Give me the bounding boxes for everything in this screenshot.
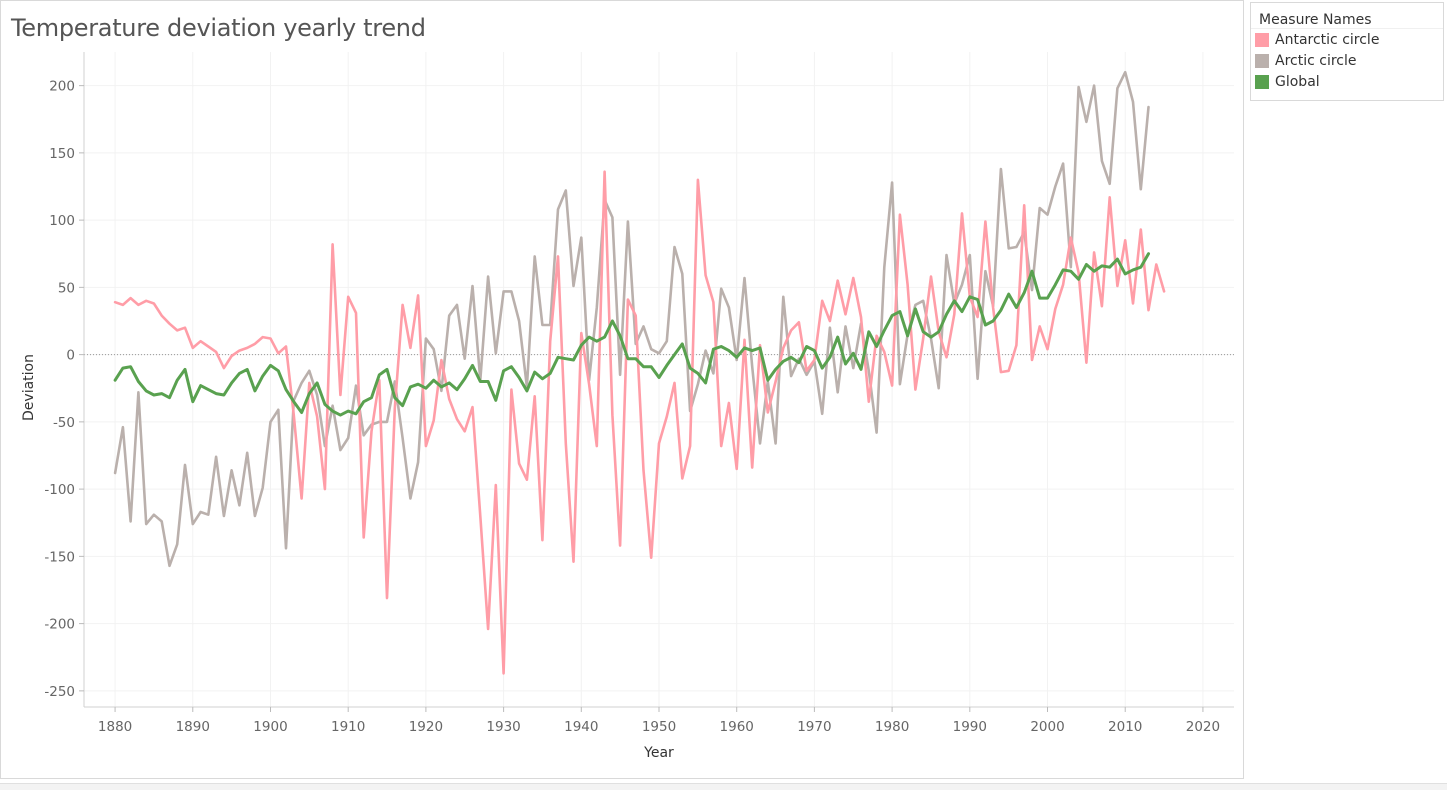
y-axis-ticks: -250 -200 -150 -100 -50 0 50 100 150 200 xyxy=(44,79,84,700)
y-tick-label: 200 xyxy=(49,79,75,95)
legend-item-global[interactable]: Global xyxy=(1251,71,1443,92)
legend-label-global: Global xyxy=(1275,73,1320,90)
x-tick-label: 1980 xyxy=(875,719,909,735)
legend-label-antarctic: Antarctic circle xyxy=(1275,31,1380,48)
x-tick-label: 1910 xyxy=(331,719,365,735)
x-tick-label: 1960 xyxy=(720,719,754,735)
x-tick-label: 1900 xyxy=(253,719,287,735)
y-tick-label: -150 xyxy=(44,549,75,565)
x-tick-label: 1940 xyxy=(564,719,598,735)
y-tick-label: -200 xyxy=(44,617,75,633)
legend-swatch-arctic xyxy=(1255,53,1269,68)
y-tick-label: -50 xyxy=(53,415,75,431)
legend-label-arctic: Arctic circle xyxy=(1275,52,1357,69)
y-axis-label: Deviation xyxy=(21,354,37,421)
x-tick-label: 1950 xyxy=(642,719,676,735)
series-line-global[interactable] xyxy=(113,252,1150,417)
chart-title: Temperature deviation yearly trend xyxy=(11,14,426,42)
x-tick-label: 2000 xyxy=(1030,719,1064,735)
legend-swatch-antarctic xyxy=(1255,32,1269,47)
x-axis-ticks: 1880 1890 1900 1910 1920 1930 1940 1950 1960 1970… xyxy=(98,707,1220,735)
series-line-arctic-circle[interactable] xyxy=(113,70,1150,568)
x-tick-label: 2010 xyxy=(1108,719,1142,735)
y-gridlines xyxy=(84,85,1234,692)
y-tick-label: 50 xyxy=(58,280,75,296)
y-tick-label: -250 xyxy=(44,684,75,700)
legend-swatch-global xyxy=(1255,74,1269,89)
y-tick-label: 150 xyxy=(49,146,75,162)
legend-item-arctic[interactable]: Arctic circle xyxy=(1251,50,1443,71)
x-axis-label: Year xyxy=(643,745,674,761)
legend[interactable]: Measure Names Antarctic circle Arctic ci… xyxy=(1250,2,1444,101)
y-tick-label: 100 xyxy=(49,213,75,229)
y-tick-label: -100 xyxy=(44,482,75,498)
x-tick-label: 1920 xyxy=(409,719,443,735)
series-lines xyxy=(113,70,1166,675)
x-tick-label: 1970 xyxy=(797,719,831,735)
legend-item-antarctic[interactable]: Antarctic circle xyxy=(1251,29,1443,50)
x-gridlines xyxy=(114,52,1204,707)
x-tick-label: 1890 xyxy=(176,719,210,735)
x-tick-label: 1990 xyxy=(953,719,987,735)
legend-title: Measure Names xyxy=(1251,3,1443,29)
status-bar xyxy=(0,783,1447,790)
x-tick-label: 1930 xyxy=(486,719,520,735)
series-line-antarctic-circle[interactable] xyxy=(113,170,1166,675)
x-tick-label: 1880 xyxy=(98,719,132,735)
x-tick-label: 2020 xyxy=(1186,719,1220,735)
line-chart: -250 -200 -150 -100 -50 0 50 100 150 200 1880 1890… xyxy=(21,52,1234,761)
y-tick-label: 0 xyxy=(66,348,75,364)
